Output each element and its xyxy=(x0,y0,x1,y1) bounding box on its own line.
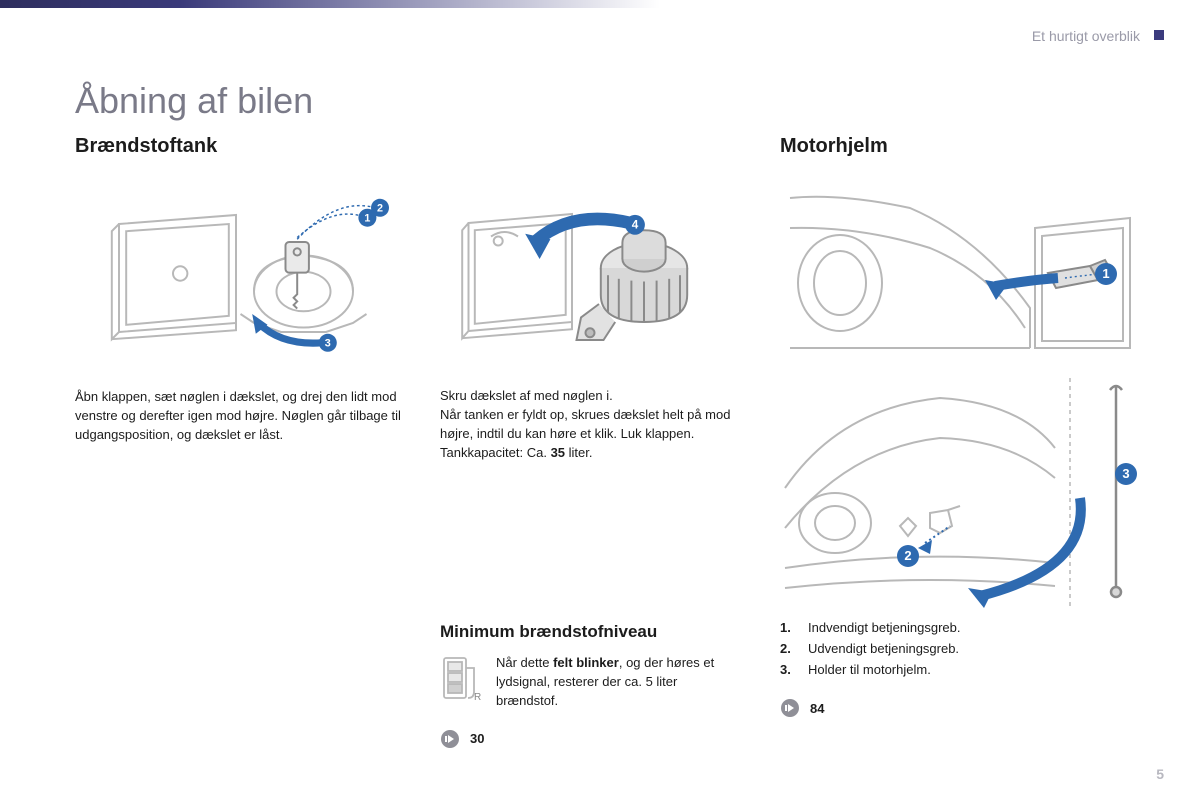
legend-text-2: Udvendigt betjeningsgreb. xyxy=(808,639,959,660)
bonnet-legend: 1. Indvendigt betjeningsgreb. 2. Udvendi… xyxy=(780,618,1140,680)
callout-4-text: 4 xyxy=(632,218,639,231)
bonnet-callout-1-text: 1 xyxy=(1102,266,1109,281)
minimum-fuel-title: Minimum brændstofniveau xyxy=(440,622,740,642)
fuel-cap-key-illustration: 1 2 3 xyxy=(75,188,415,368)
legend-row-3: 3. Holder til motorhjelm. xyxy=(780,660,1140,681)
page-number: 5 xyxy=(1156,766,1164,782)
legend-num-2: 2. xyxy=(780,639,798,660)
fuel-tank-title: Brændstoftank xyxy=(75,135,415,158)
min-fuel-bold: felt blinker xyxy=(553,655,619,670)
page-ref-30: 30 xyxy=(440,729,740,749)
callout-3-text: 3 xyxy=(325,337,331,349)
minimum-fuel-text: Når dette felt blinker, og der høres et … xyxy=(496,654,740,711)
header-section-label: Et hurtigt overblik xyxy=(1032,28,1140,44)
legend-text-3: Holder til motorhjelm. xyxy=(808,660,931,681)
fuel-cap-removed-illustration: 4 xyxy=(440,187,740,367)
fuel-right-line3-prefix: Tankkapacitet: Ca. xyxy=(440,445,551,460)
min-fuel-prefix: Når dette xyxy=(496,655,553,670)
page-title: Åbning af bilen xyxy=(75,80,313,122)
fuel-right-line3-suffix: liter. xyxy=(565,445,592,460)
legend-row-1: 1. Indvendigt betjeningsgreb. xyxy=(780,618,1140,639)
fuel-tank-text-left: Åbn klappen, sæt nøglen i dækslet, og dr… xyxy=(75,388,415,445)
legend-text-1: Indvendigt betjeningsgreb. xyxy=(808,618,961,639)
bonnet-column: Motorhjelm xyxy=(780,135,1140,718)
header-accent-square xyxy=(1154,30,1164,40)
minimum-fuel-block: Minimum brændstofniveau R Når dette felt… xyxy=(440,622,740,749)
fuel-tank-column-left: Brændstoftank xyxy=(75,135,415,445)
callout-1-text: 1 xyxy=(364,212,370,224)
legend-num-1: 1. xyxy=(780,618,798,639)
legend-num-3: 3. xyxy=(780,660,798,681)
header-gradient-bar xyxy=(0,0,1200,8)
fuel-tank-column-right: 4 Skru dækslet af med nøglen i. Når tank… xyxy=(440,135,740,462)
bonnet-callout-3-text: 3 xyxy=(1122,466,1129,481)
forward-icon xyxy=(440,729,460,749)
legend-row-2: 2. Udvendigt betjeningsgreb. xyxy=(780,639,1140,660)
fuel-gauge-icon: R xyxy=(440,654,484,704)
bonnet-front-illustration: 2 3 xyxy=(780,378,1140,608)
forward-icon xyxy=(780,698,800,718)
fuel-tank-text-right: Skru dækslet af med nøglen i. Når tanken… xyxy=(440,387,740,462)
bonnet-interior-lever-illustration: 1 xyxy=(780,188,1140,363)
page-ref-30-number: 30 xyxy=(470,731,484,746)
fuel-right-line3-bold: 35 xyxy=(551,445,565,460)
page-ref-84-number: 84 xyxy=(810,701,824,716)
callout-2-text: 2 xyxy=(377,202,383,214)
page-ref-84: 84 xyxy=(780,698,1140,718)
bonnet-callout-2-text: 2 xyxy=(904,548,911,563)
gauge-r-label: R xyxy=(474,692,481,703)
fuel-right-line1: Skru dækslet af med nøglen i. xyxy=(440,388,613,403)
bonnet-title: Motorhjelm xyxy=(780,135,1140,158)
fuel-right-line2: Når tanken er fyldt op, skrues dækslet h… xyxy=(440,407,730,441)
